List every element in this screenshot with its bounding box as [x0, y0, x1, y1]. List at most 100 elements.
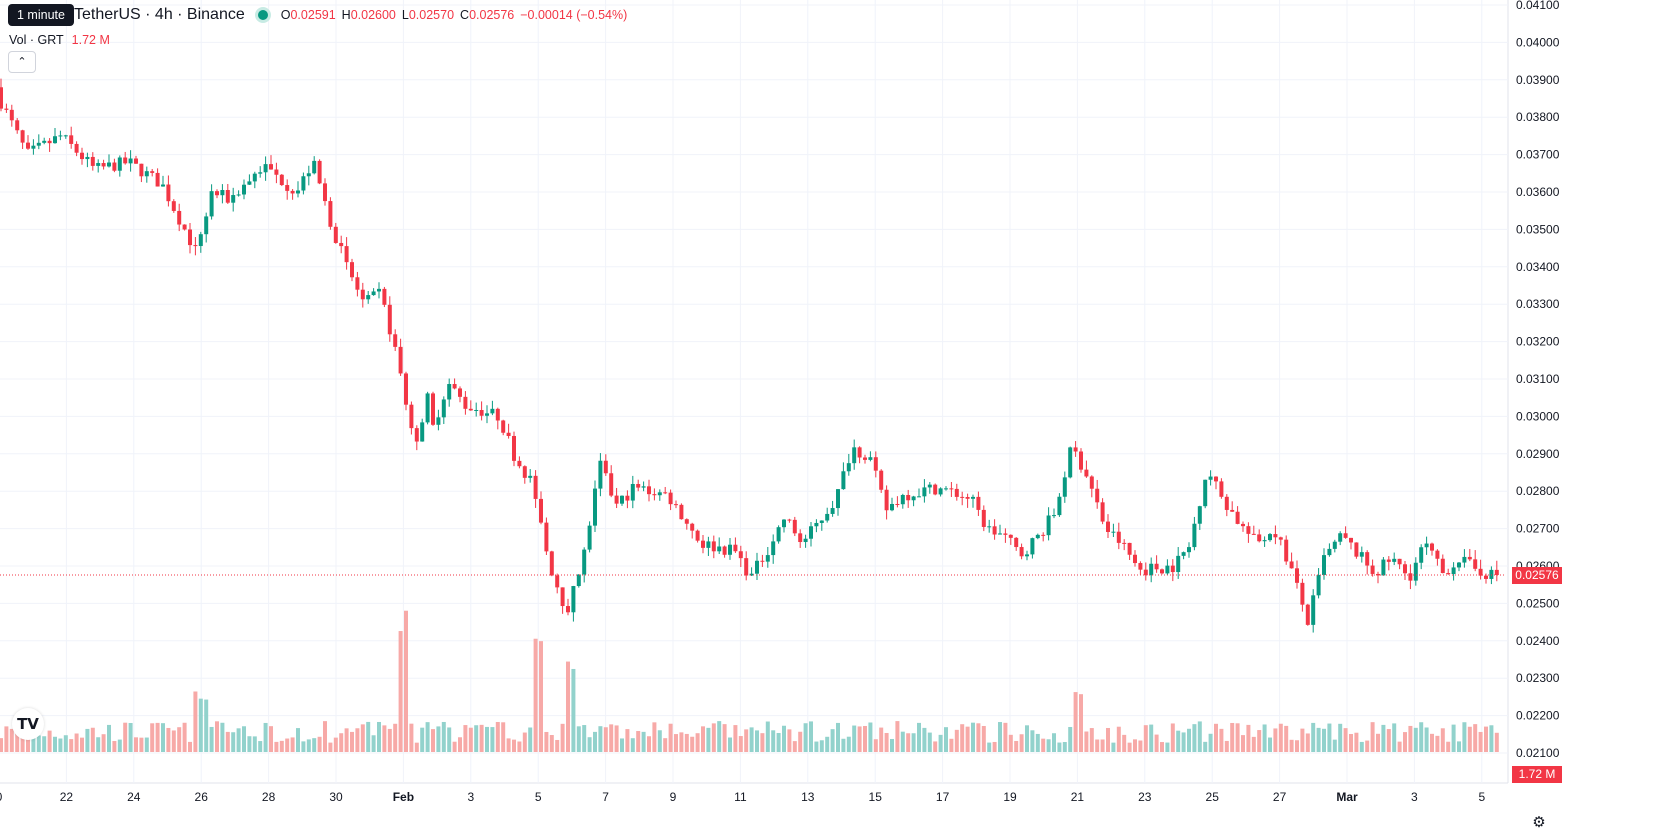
price-axis[interactable]: 0.04100 0.04000 0.03900 0.03800 0.03700 0.036…: [1516, 0, 1560, 760]
volume-bar: [1138, 740, 1143, 752]
candle-body: [463, 396, 468, 409]
candle-body: [36, 142, 41, 146]
volume-bar: [1143, 725, 1148, 752]
volume-bar: [722, 724, 727, 752]
volume-bar: [236, 728, 241, 752]
volume-bar: [1381, 724, 1386, 752]
volume-bar: [576, 726, 581, 752]
candle-body: [765, 555, 770, 562]
price-tick-label: 0.02900: [1516, 447, 1560, 461]
volume-bar: [355, 728, 360, 752]
volume-bar: [933, 741, 938, 752]
time-tick-label: 5: [1478, 790, 1485, 804]
candle-body: [852, 447, 857, 464]
candle-body: [1435, 550, 1440, 559]
volume-bar: [328, 742, 333, 752]
candle-body: [636, 483, 641, 488]
candle-body: [58, 135, 63, 137]
candle-body: [447, 384, 452, 400]
volume-bar: [215, 721, 219, 752]
volume-bar: [1370, 722, 1375, 752]
candle-body: [522, 466, 527, 478]
volume-bar: [144, 737, 149, 752]
gear-icon[interactable]: ⚙: [1532, 814, 1546, 831]
candle-body: [1149, 563, 1154, 576]
candle-body: [1089, 476, 1094, 489]
volume-bar: [285, 738, 290, 752]
volume-bar: [1408, 725, 1413, 752]
volume-bar: [252, 736, 257, 752]
volume-bar: [4, 726, 9, 752]
volume-bar: [36, 735, 41, 752]
volume-bar: [193, 691, 198, 752]
candle-body: [47, 140, 52, 144]
candle-body: [733, 544, 738, 552]
volume-bar: [1392, 723, 1397, 752]
price-tick-label: 0.04100: [1516, 0, 1560, 12]
candle-body: [836, 489, 840, 509]
volume-bar: [636, 731, 641, 752]
volume-bar: [614, 725, 619, 752]
candle-body: [150, 171, 155, 173]
volume-bar: [317, 736, 322, 752]
volume-bar: [998, 722, 1002, 752]
candle-body: [749, 573, 754, 576]
volume-bar: [1052, 733, 1056, 752]
volume-bar: [0, 738, 3, 752]
volume-bar: [198, 698, 203, 752]
volume-bar: [1332, 739, 1337, 752]
candle-body: [177, 210, 182, 225]
market-status-icon[interactable]: [254, 7, 271, 23]
candle-body: [1197, 506, 1202, 524]
candle-body: [398, 346, 403, 374]
time-axis[interactable]: 0 22 24 26 28 30 Feb 3 5 7 9 11 13 15 17 19 21 23 25 27 Mar 3…: [0, 790, 1485, 804]
volume-bar: [657, 730, 662, 752]
tradingview-logo-icon[interactable]: TV: [12, 708, 44, 740]
volume-bar: [1343, 728, 1348, 752]
volume-bar: [1322, 728, 1326, 752]
volume-bar: [1068, 726, 1073, 752]
candle-body: [1408, 573, 1413, 581]
candle-body: [1181, 552, 1186, 556]
volume-bar: [701, 726, 705, 752]
volume-bar: [971, 722, 975, 752]
volume-bar: [117, 739, 122, 752]
candle-body: [204, 216, 209, 235]
volume-bar: [1025, 725, 1029, 752]
candle-body: [539, 498, 543, 523]
volume-bar: [755, 730, 759, 752]
volume-legend[interactable]: Vol · GRT 1.72 M: [9, 33, 110, 47]
volume-bar: [1197, 721, 1202, 752]
candle-body: [695, 530, 700, 541]
volume-bar: [787, 729, 792, 752]
collapse-legend-button[interactable]: ⌃: [8, 51, 36, 73]
candle-body: [944, 488, 948, 490]
candle-body: [1327, 548, 1332, 556]
volume-bar: [339, 733, 344, 752]
volume-bar: [1100, 739, 1105, 752]
candle-body: [701, 540, 705, 548]
volume-bar: [1214, 723, 1218, 752]
symbol-title[interactable]: TetherUS · 4h · Binance: [74, 6, 245, 23]
candle-body: [933, 484, 938, 495]
volume-bar: [1057, 742, 1062, 752]
candle-body: [1457, 562, 1461, 568]
candle-body: [998, 533, 1002, 535]
volume-bar: [377, 721, 381, 752]
volume-bar: [852, 725, 857, 752]
volume-bar: [1311, 722, 1316, 752]
volume-bar: [949, 738, 954, 752]
candle-body: [269, 164, 273, 170]
volume-bar: [350, 731, 354, 752]
volume-bar: [134, 737, 138, 752]
candle-body: [436, 417, 441, 425]
candle-body: [355, 277, 360, 290]
volume-bar: [733, 725, 738, 752]
volume-bar: [1111, 742, 1116, 752]
candle-body: [144, 171, 149, 177]
volume-bar: [1284, 725, 1289, 752]
time-tick-label: 24: [127, 790, 141, 804]
time-tick-label: Feb: [393, 790, 414, 804]
volume-value: 1.72 M: [71, 33, 110, 47]
